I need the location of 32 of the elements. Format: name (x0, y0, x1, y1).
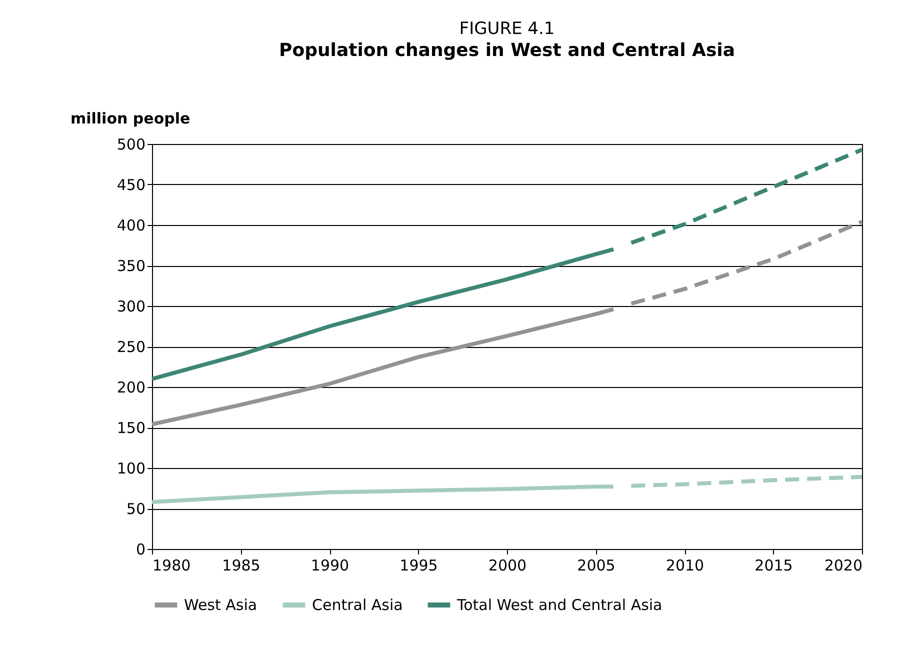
y-axis-title: million people (70, 110, 190, 128)
y-tick-label: 350 (116, 257, 146, 275)
x-tick-label: 2020 (824, 556, 862, 574)
y-tick-label: 250 (116, 338, 146, 356)
x-tick-label: 2010 (666, 556, 704, 574)
y-tick-label: 450 (116, 176, 146, 194)
chart-subtitle: Population changes in West and Central Asia (279, 40, 735, 61)
x-tick-label: 1980 (152, 556, 191, 574)
x-tick-label: 1985 (222, 556, 260, 574)
line-series (150, 247, 616, 381)
legend-label: Total West and Central Asia (456, 596, 662, 614)
line-series (629, 474, 864, 488)
y-tick-label: 0 (136, 540, 146, 558)
y-tick-label: 200 (116, 378, 146, 396)
y-tick-label: 500 (116, 136, 146, 154)
x-tick-label: 1990 (310, 556, 350, 574)
y-tick-label: 150 (116, 419, 146, 437)
line-series (150, 307, 616, 426)
legend-label: Central Asia (312, 596, 403, 614)
y-tick-label: 400 (116, 216, 146, 234)
line-series (150, 484, 616, 504)
x-tick-label: 2005 (577, 556, 616, 574)
chart-title: FIGURE 4.1 (459, 19, 555, 39)
x-tick-label: 2000 (488, 556, 527, 574)
y-tick-label: 100 (116, 460, 146, 478)
line-series (629, 220, 864, 306)
legend-label: West Asia (184, 596, 258, 614)
x-tick-label: 1995 (400, 556, 438, 574)
y-tick-label: 50 (126, 500, 146, 518)
y-tick-label: 300 (116, 298, 146, 316)
x-tick-label: 2015 (754, 556, 793, 574)
line-series (629, 148, 864, 245)
